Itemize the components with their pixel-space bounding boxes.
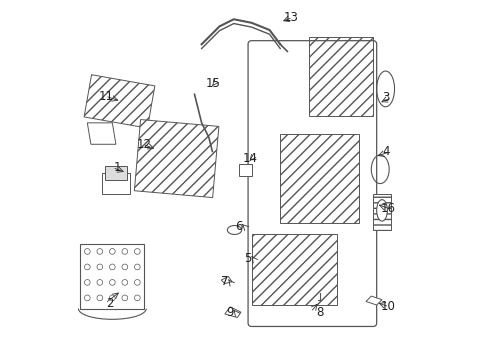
Bar	[102, 173, 130, 194]
Text: 14: 14	[242, 152, 257, 165]
Bar	[280, 134, 358, 223]
Text: 7: 7	[221, 275, 228, 288]
Ellipse shape	[227, 226, 241, 234]
Ellipse shape	[376, 71, 394, 107]
Bar	[105, 166, 126, 180]
Text: 16: 16	[380, 202, 394, 215]
Ellipse shape	[370, 155, 388, 184]
Text: 2: 2	[106, 297, 114, 310]
Text: 1: 1	[114, 161, 121, 174]
Polygon shape	[365, 296, 381, 305]
Text: 4: 4	[381, 145, 389, 158]
Text: 11: 11	[99, 90, 114, 103]
Bar	[239, 164, 251, 176]
Polygon shape	[87, 123, 116, 144]
Polygon shape	[221, 276, 231, 284]
Text: 3: 3	[381, 91, 388, 104]
Text: 8: 8	[315, 306, 323, 319]
Bar	[372, 194, 390, 230]
Bar	[308, 37, 372, 116]
Text: 12: 12	[136, 138, 151, 151]
Text: 15: 15	[205, 77, 220, 90]
Bar	[84, 75, 155, 128]
Ellipse shape	[376, 200, 386, 221]
Text: 13: 13	[283, 11, 298, 24]
Polygon shape	[224, 307, 241, 318]
Text: 6: 6	[235, 220, 243, 233]
Bar	[134, 120, 219, 198]
Text: 5: 5	[244, 252, 251, 265]
Text: 9: 9	[226, 306, 234, 319]
Text: 10: 10	[380, 300, 394, 313]
Polygon shape	[80, 244, 144, 309]
Bar	[251, 234, 337, 305]
